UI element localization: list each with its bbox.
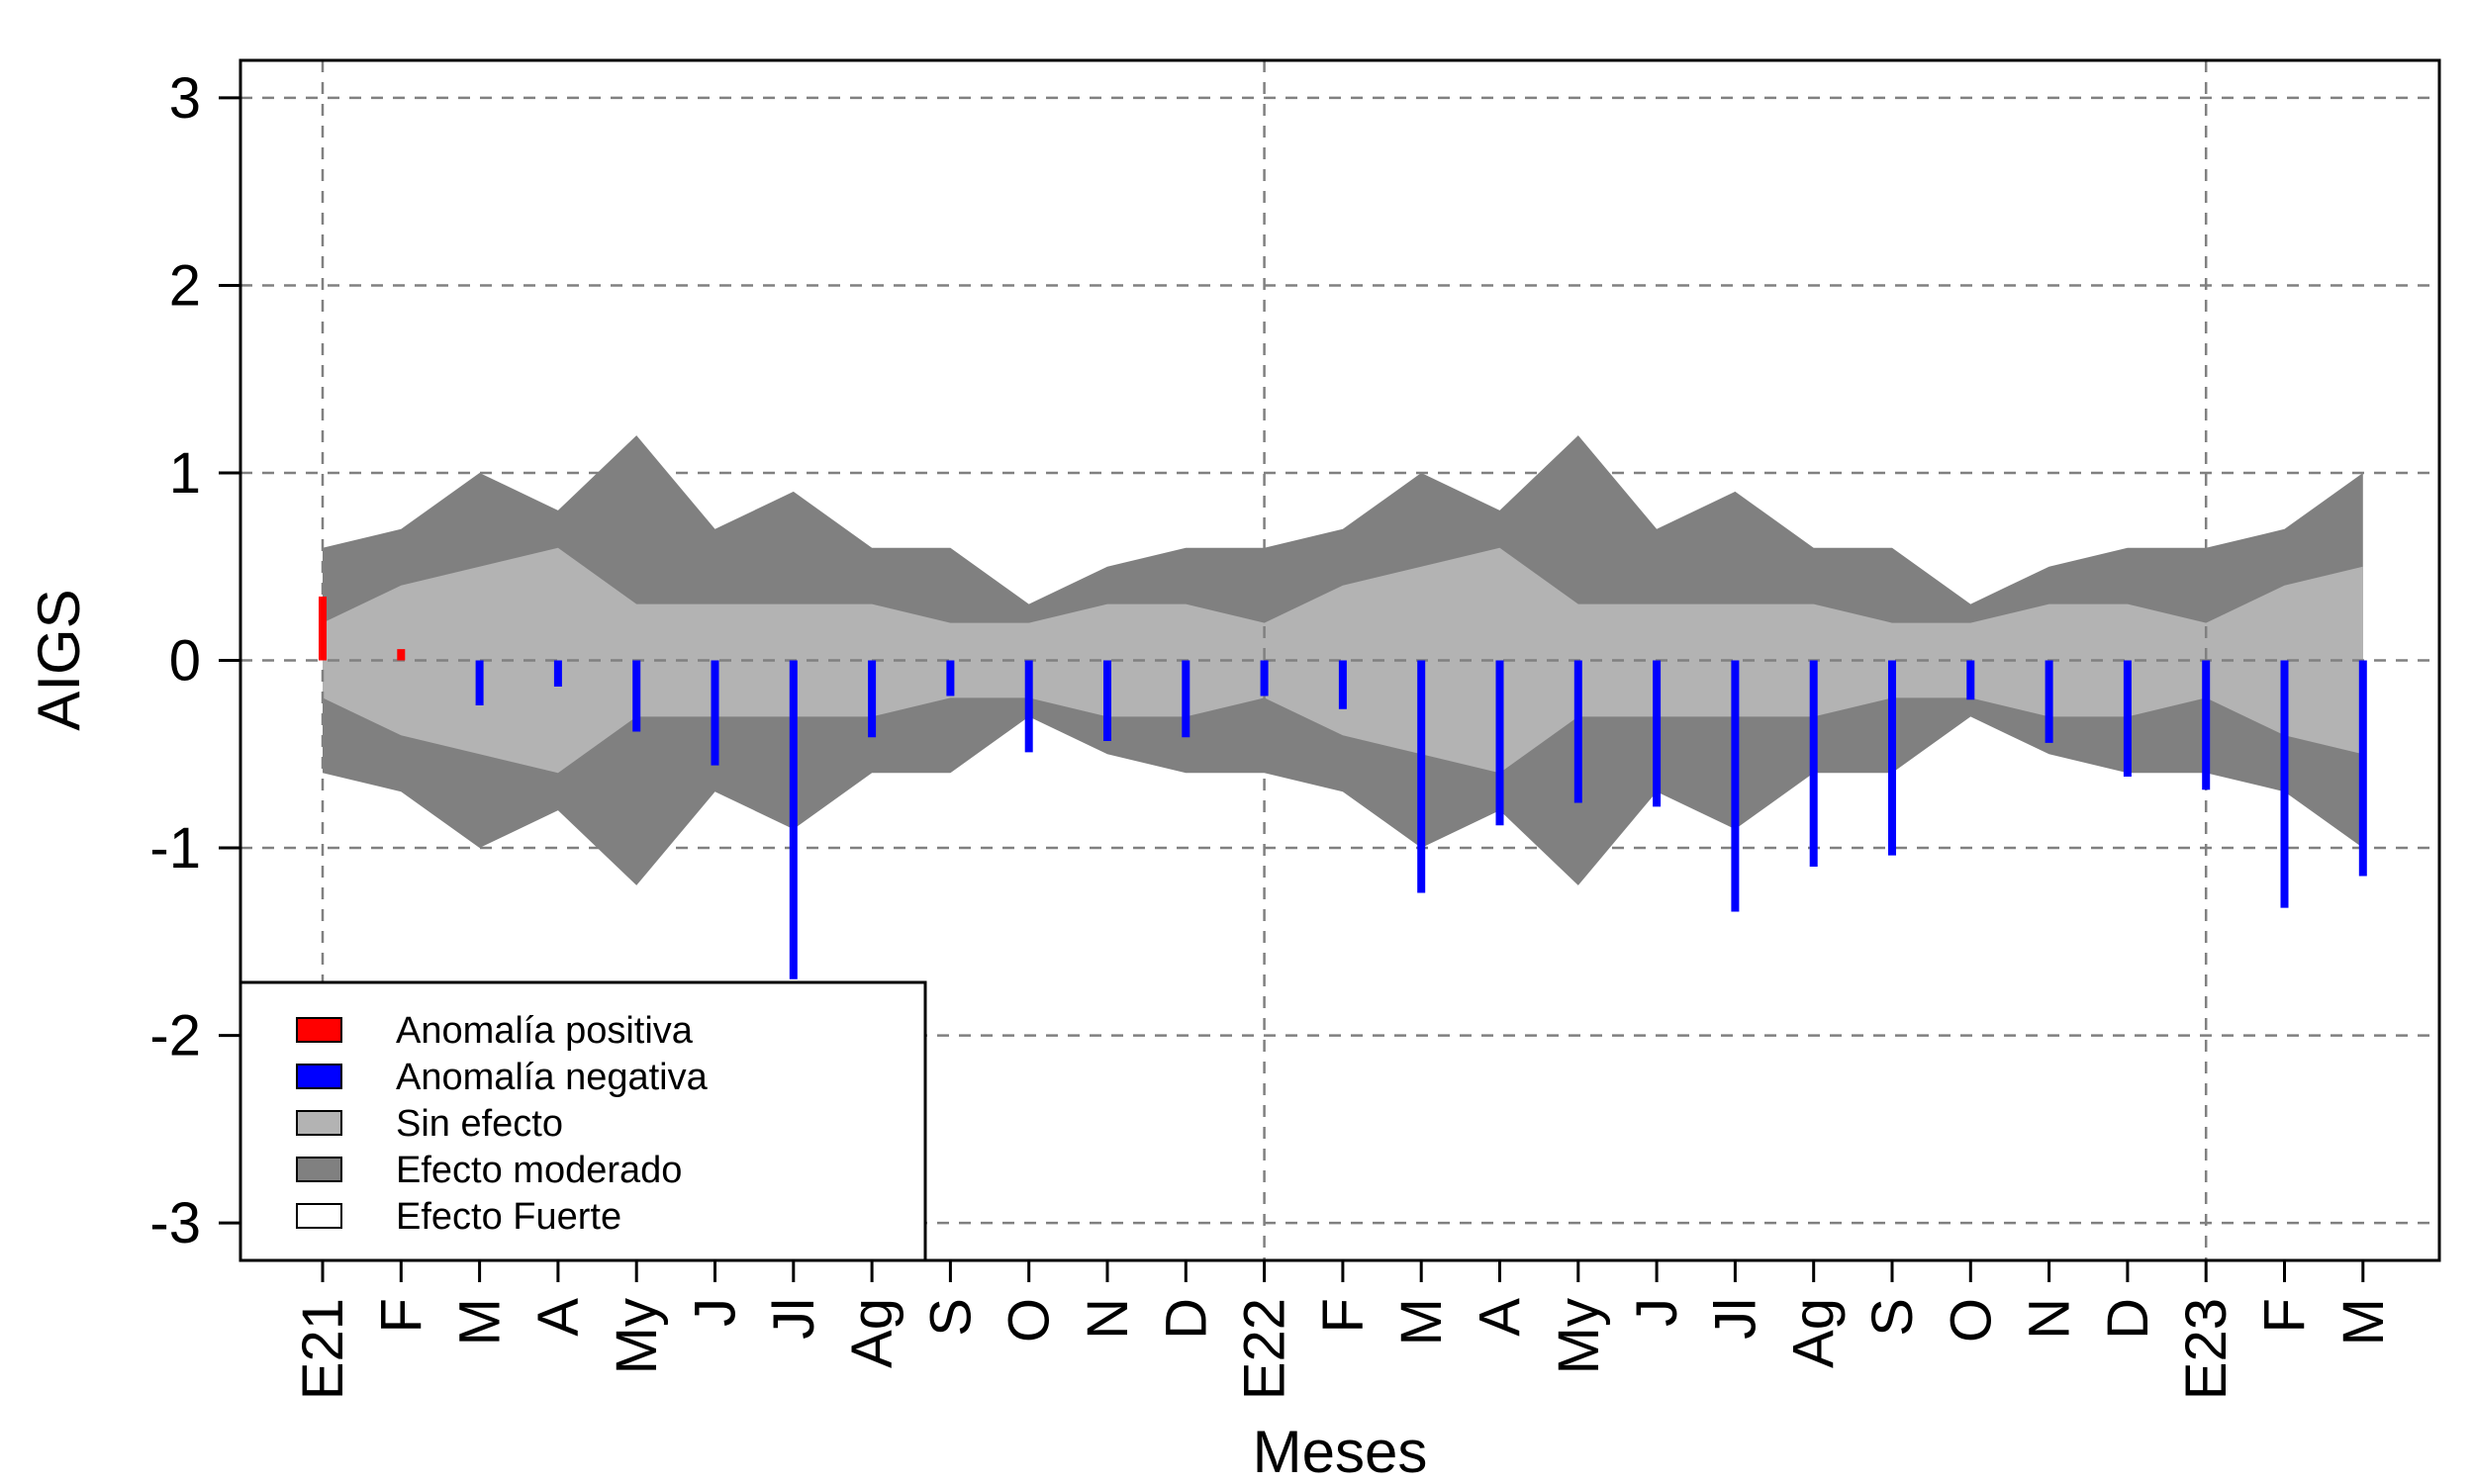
x-tick-label: F bbox=[1311, 1298, 1376, 1333]
x-tick-label: E22 bbox=[1233, 1298, 1297, 1400]
y-axis: -3 -2 -1 0 1 2 3 bbox=[149, 66, 240, 1255]
x-tick-label: Ag bbox=[1782, 1298, 1847, 1368]
y-tick-label: 2 bbox=[169, 253, 201, 318]
y-tick-label: -2 bbox=[149, 1004, 201, 1068]
legend-label: Anomalía negativa bbox=[396, 1057, 709, 1098]
x-tick-label: My bbox=[605, 1298, 669, 1374]
x-tick-label: D bbox=[2096, 1298, 2160, 1340]
x-tick-label: M bbox=[448, 1298, 513, 1345]
x-tick-label: E23 bbox=[2174, 1298, 2238, 1400]
x-tick-label: Jl bbox=[762, 1298, 826, 1340]
legend-box bbox=[238, 980, 927, 1262]
x-tick-label: A bbox=[526, 1298, 591, 1337]
x-tick-label: Jl bbox=[1703, 1298, 1767, 1340]
x-tick-label: N bbox=[2018, 1298, 2082, 1340]
x-tick-label: E21 bbox=[291, 1298, 355, 1400]
legend-swatch bbox=[296, 1110, 342, 1136]
x-tick-label: N bbox=[1076, 1298, 1140, 1340]
x-tick-label: S bbox=[918, 1298, 983, 1337]
legend-swatch bbox=[296, 1017, 342, 1043]
x-tick-label: D bbox=[1154, 1298, 1218, 1340]
legend-swatch bbox=[296, 1157, 342, 1182]
legend-label: Efecto moderado bbox=[396, 1150, 682, 1191]
y-tick-label: 1 bbox=[169, 441, 201, 506]
x-tick-label: S bbox=[1860, 1298, 1925, 1337]
bars-layer bbox=[319, 597, 2367, 979]
x-tick-label: J bbox=[684, 1298, 748, 1327]
y-tick-label: -1 bbox=[149, 816, 201, 881]
x-tick-label: O bbox=[998, 1298, 1062, 1343]
x-tick-label: M bbox=[2331, 1298, 2396, 1345]
x-tick-label: O bbox=[1939, 1298, 2003, 1343]
legend-label: Anomalía positiva bbox=[396, 1010, 694, 1052]
grid-layer bbox=[240, 60, 2439, 1260]
legend-label: Sin efecto bbox=[396, 1103, 563, 1145]
x-tick-label: F bbox=[369, 1298, 433, 1333]
x-tick-label: J bbox=[1625, 1298, 1689, 1327]
x-tick-label: Ag bbox=[840, 1298, 904, 1368]
y-tick-label: 3 bbox=[169, 66, 201, 131]
x-axis-title: Meses bbox=[1253, 1419, 1428, 1484]
legend-swatch bbox=[296, 1203, 342, 1229]
y-tick-label: 0 bbox=[169, 629, 201, 694]
legend-label: Efecto Fuerte bbox=[396, 1196, 621, 1238]
x-tick-label: F bbox=[2253, 1298, 2318, 1333]
y-tick-label: -3 bbox=[149, 1191, 201, 1255]
x-tick-label: M bbox=[1389, 1298, 1454, 1345]
legend-swatch bbox=[296, 1064, 342, 1089]
legend: Anomalía positiva Anomalía negativa Sin ef… bbox=[238, 980, 927, 1262]
x-axis: E21 F M A My J Jl Ag S O N D E22 F M A My J Jl Ag S O N D E23 F M bbox=[291, 1260, 2396, 1400]
y-axis-title: AIGS bbox=[26, 589, 92, 730]
x-tick-label: My bbox=[1547, 1298, 1611, 1374]
x-tick-label: A bbox=[1469, 1298, 1533, 1337]
